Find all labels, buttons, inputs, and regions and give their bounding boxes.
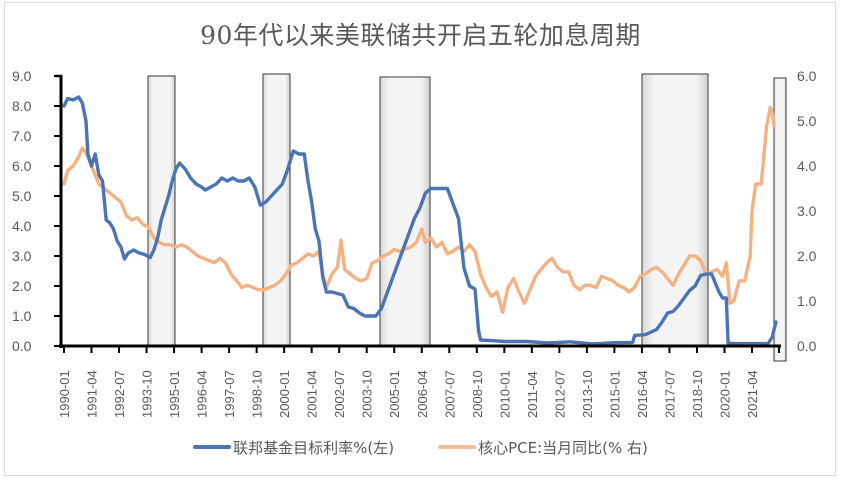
right-y-tick-label: 5.0 <box>797 113 817 129</box>
legend-label-core-pce: 核心PCE:当月同比(% 右) <box>478 438 648 457</box>
left-y-tick-label: 5.0 <box>12 188 32 204</box>
right-y-tick-label: 3.0 <box>797 203 817 219</box>
x-tick-label: 2012-07 <box>552 370 567 418</box>
right-y-tick-label: 4.0 <box>797 158 817 174</box>
x-tick-label: 2008-10 <box>470 370 485 418</box>
x-tick-label: 2016-04 <box>635 370 650 418</box>
left-y-tick-label: 1.0 <box>12 308 32 324</box>
x-tick-label: 2001-04 <box>305 370 320 418</box>
highlight-box-5 <box>773 77 787 362</box>
hiking-cycle-highlights <box>147 73 787 362</box>
left-y-tick-label: 9.0 <box>12 68 32 84</box>
x-tick-label: 1998-10 <box>250 370 265 418</box>
x-tick-label: 2017-07 <box>662 370 677 418</box>
highlight-box-4 <box>641 73 709 348</box>
chart-series <box>62 95 778 346</box>
chart-axes: 0.0 1.0 2.0 3.0 4.0 5.0 6.0 7.0 8.0 9.0 0.0 1.0 2.0 3… <box>12 68 817 418</box>
x-tick-label: 2007-07 <box>442 370 457 418</box>
x-tick-label: 1997-07 <box>222 370 237 418</box>
legend-swatch-core-pce <box>438 445 477 449</box>
right-y-tick-label: 2.0 <box>797 248 817 264</box>
x-tick-label: 2021-04 <box>745 370 760 418</box>
chart-title: 90年代以来美联储共开启五轮加息周期 <box>200 21 641 50</box>
x-tick-label: 2013-10 <box>580 370 595 418</box>
legend-swatch-fed-funds <box>193 445 232 449</box>
x-tick-label: 1990-01 <box>57 370 72 418</box>
left-y-tick-label: 7.0 <box>12 128 32 144</box>
x-tick-label: 1992-07 <box>112 370 127 418</box>
x-tick-label: 2002-07 <box>332 370 347 418</box>
x-tick-label: 2003-10 <box>360 370 375 418</box>
x-tick-label: 1993-10 <box>140 370 155 418</box>
left-y-tick-label: 3.0 <box>12 248 32 264</box>
highlight-box-2 <box>262 73 291 348</box>
x-tick-label: 2018-10 <box>690 370 705 418</box>
right-y-tick-label: 6.0 <box>797 68 817 84</box>
left-y-tick-label: 0.0 <box>12 338 32 354</box>
core-pce-line <box>62 105 776 314</box>
x-tick-label: 2000-01 <box>277 370 292 418</box>
x-tick-label: 1991-04 <box>85 370 100 418</box>
legend-item-core-pce: 核心PCE:当月同比(% 右) <box>438 437 648 458</box>
left-y-tick-label: 8.0 <box>12 98 32 114</box>
x-tick-label: 1996-04 <box>195 370 210 418</box>
right-y-tick-label: 0.0 <box>797 338 817 354</box>
legend-item-fed-funds: 联邦基金目标利率%(左) <box>193 437 394 458</box>
right-y-tick-label: 1.0 <box>797 293 817 309</box>
legend-label-fed-funds: 联邦基金目标利率%(左) <box>233 438 395 457</box>
left-y-tick-label: 4.0 <box>12 218 32 234</box>
chart-legend: 联邦基金目标利率%(左) 核心PCE:当月同比(% 右) <box>0 436 841 458</box>
x-tick-label: 2005-01 <box>387 370 402 418</box>
fed-funds-line <box>62 95 778 346</box>
x-tick-label: 2010-01 <box>497 370 512 418</box>
x-tick-label: 2006-04 <box>415 370 430 418</box>
highlight-box-1 <box>147 75 176 348</box>
left-y-tick-label: 6.0 <box>12 158 32 174</box>
x-tick-label: 2015-01 <box>607 370 622 418</box>
x-tick-label: 1995-01 <box>167 370 182 418</box>
highlight-box-3 <box>379 76 431 348</box>
x-tick-label: 2020-01 <box>717 370 732 418</box>
left-y-tick-label: 2.0 <box>12 278 32 294</box>
x-tick-label: 2011-04 <box>525 371 540 418</box>
